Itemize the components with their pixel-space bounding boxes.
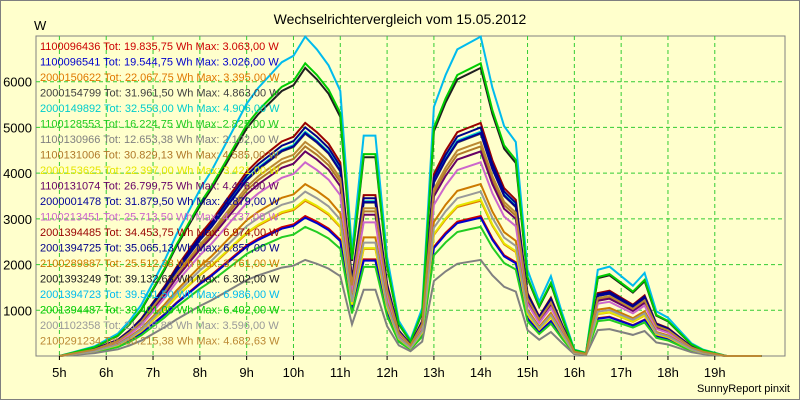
x-tick-label: 19h [704,365,726,380]
x-tick-label: 12h [376,365,398,380]
legend: 1100096436 Tot: 19.835,75 Wh Max: 3.063,… [40,41,280,348]
x-tick-label: 10h [283,365,305,380]
x-tick-label: 14h [470,365,492,380]
legend-entry: 2000001478 Tot: 31.879,50 Wh Max: 4.879,… [40,196,280,208]
legend-entry: 2001394485 Tot: 34.453,75 Wh Max: 6.974,… [40,227,280,239]
x-tick-label: 7h [146,365,160,380]
x-tick-label: 15h [517,365,539,380]
legend-entry: 2000154799 Tot: 31.961,50 Wh Max: 4.863,… [40,88,280,100]
legend-entry: 2100289887 Tot: 25.512,38 Wh Max: 3.761,… [40,258,280,270]
series-line-2001102358 [59,190,762,357]
legend-entry: 1100096436 Tot: 19.835,75 Wh Max: 3.063,… [40,41,279,53]
x-tick-label: 18h [657,365,679,380]
legend-entry: 2001394723 Tot: 39.501,50 Wh Max: 6.986,… [40,289,280,301]
report-credit: SunnyReport pinxit [697,383,790,395]
legend-entry: 2000149892 Tot: 32.553,00 Wh Max: 4.906,… [40,103,280,115]
legend-entry: 1100131006 Tot: 30.829,13 Wh Max: 4.585,… [40,150,279,162]
y-axis-ticks: 1000 2000 3000 4000 5000 6000 [3,75,32,319]
chart-title: Wechselrichtervergleich vom 15.05.2012 [274,11,527,27]
y-tick-label: 2000 [3,258,32,273]
legend-entry: 1100213451 Tot: 25.713,50 Wh Max: 4.237,… [40,212,279,224]
legend-entry: 1100131074 Tot: 26.799,75 Wh Max: 4.476,… [40,181,279,193]
legend-entry: 2001394487 Tot: 39.401,00 Wh Max: 6.402,… [40,305,280,317]
series-line-1100128553 [59,225,762,357]
x-tick-label: 8h [193,365,207,380]
legend-entry: 2000150622 Tot: 22.067,75 Wh Max: 3.395,… [40,72,280,84]
x-tick-label: 5h [52,365,66,380]
x-tick-label: 6h [99,365,113,380]
y-tick-label: 6000 [3,75,32,90]
x-tick-label: 17h [610,365,632,380]
x-tick-label: 9h [239,365,253,380]
legend-entry: 1100130966 Tot: 12.653,38 Wh Max: 2.102,… [40,134,279,146]
legend-entry: 2001102358 Tot: 21.345,88 Wh Max: 3.596,… [40,320,279,332]
y-axis-unit: W [34,18,47,33]
series-line-1100130966 [59,258,762,357]
y-tick-label: 1000 [3,303,32,318]
series-line-2001394487 [59,61,762,357]
x-tick-label: 13h [423,365,445,380]
legend-entry: 2000153625 Tot: 22.397,00 Wh Max: 3.421,… [40,165,280,177]
legend-entry: 1100128553 Tot: 16.224,75 Wh Max: 2.825,… [40,119,279,131]
y-tick-label: 4000 [3,166,32,181]
x-tick-label: 11h [330,365,351,380]
legend-entry: 1100096541 Tot: 19.544,75 Wh Max: 3.026,… [40,57,279,69]
x-tick-label: 16h [563,365,585,380]
series-line-2100291234 [59,140,762,357]
series-lines [59,34,762,357]
x-axis-ticks: 5h 6h 7h 8h 9h 10h 11h 12h 13h 14h 15h 16h 17h 18h 19h [52,356,726,380]
legend-entry: 2001393249 Tot: 39.132,63 Wh Max: 6.302,… [40,274,280,286]
legend-entry: 2100291234 Tot: 30.215,38 Wh Max: 4.682,… [40,336,280,348]
y-tick-label: 5000 [3,120,32,135]
y-tick-label: 3000 [3,212,32,227]
legend-entry: 2001394725 Tot: 35.065,13 Wh Max: 6.857,… [40,243,280,255]
